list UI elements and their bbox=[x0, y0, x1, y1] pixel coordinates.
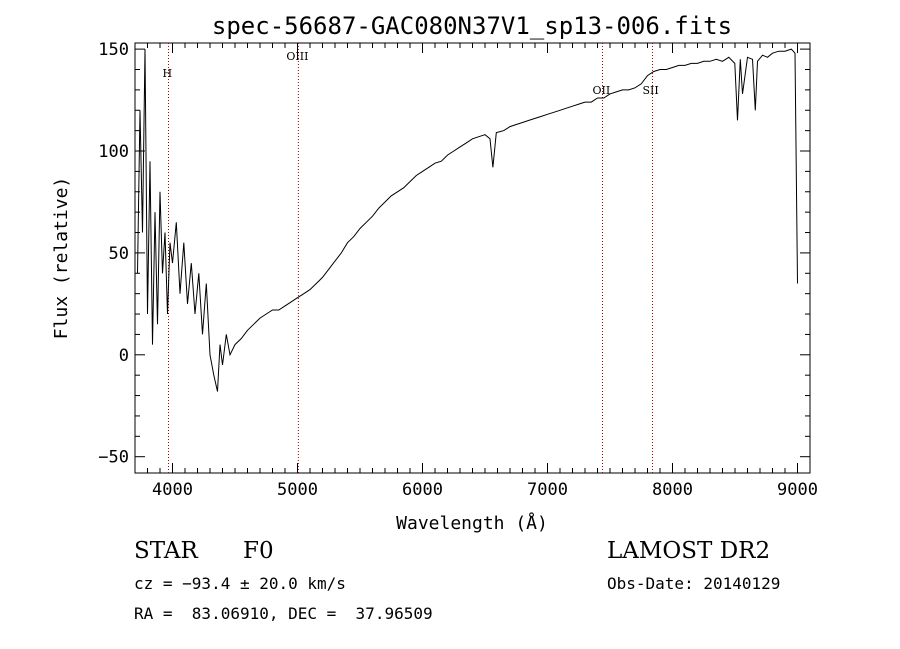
x-tick-label: 8000 bbox=[652, 480, 693, 500]
plot-frame bbox=[134, 42, 811, 474]
spectral-line-markers: H OIII OII SII bbox=[163, 43, 659, 473]
y-tick-label: 0 bbox=[119, 346, 129, 366]
spectral-subclass: F0 bbox=[243, 538, 274, 564]
y-tick-label: −50 bbox=[98, 448, 129, 468]
x-tick-label: 9000 bbox=[777, 480, 818, 500]
y-tick-labels: −50 0 50 100 150 bbox=[98, 40, 129, 468]
x-tick-label: 6000 bbox=[402, 480, 443, 500]
x-tick-labels: 4000 5000 6000 7000 8000 9000 bbox=[152, 480, 818, 500]
y-tick-label: 100 bbox=[98, 142, 129, 162]
axis-ticks bbox=[135, 43, 810, 473]
spectral-line-label: OII bbox=[593, 84, 611, 97]
spectral-line-label: OIII bbox=[286, 50, 308, 63]
x-tick-label: 5000 bbox=[277, 480, 318, 500]
y-tick-label: 50 bbox=[109, 244, 129, 264]
redshift-text: cz = −93.4 ± 20.0 km/s bbox=[134, 574, 346, 593]
x-tick-label: 4000 bbox=[152, 480, 193, 500]
obs-date: Obs-Date: 20140129 bbox=[607, 574, 781, 593]
survey-name: LAMOST DR2 bbox=[607, 538, 771, 564]
x-axis-label: Wavelength (Å) bbox=[396, 512, 548, 534]
spectral-line-label: SII bbox=[643, 84, 659, 97]
object-class: STAR bbox=[134, 538, 198, 564]
x-tick-label: 7000 bbox=[527, 480, 568, 500]
chart-title: spec-56687-GAC080N37V1_sp13-006.fits bbox=[212, 12, 732, 40]
spectral-line-label: H bbox=[163, 67, 173, 80]
y-tick-label: 150 bbox=[98, 40, 129, 60]
coordinates: RA = 83.06910, DEC = 37.96509 bbox=[134, 604, 433, 623]
spectrum-line bbox=[137, 48, 798, 392]
y-axis-label: Flux (relative) bbox=[51, 177, 72, 340]
